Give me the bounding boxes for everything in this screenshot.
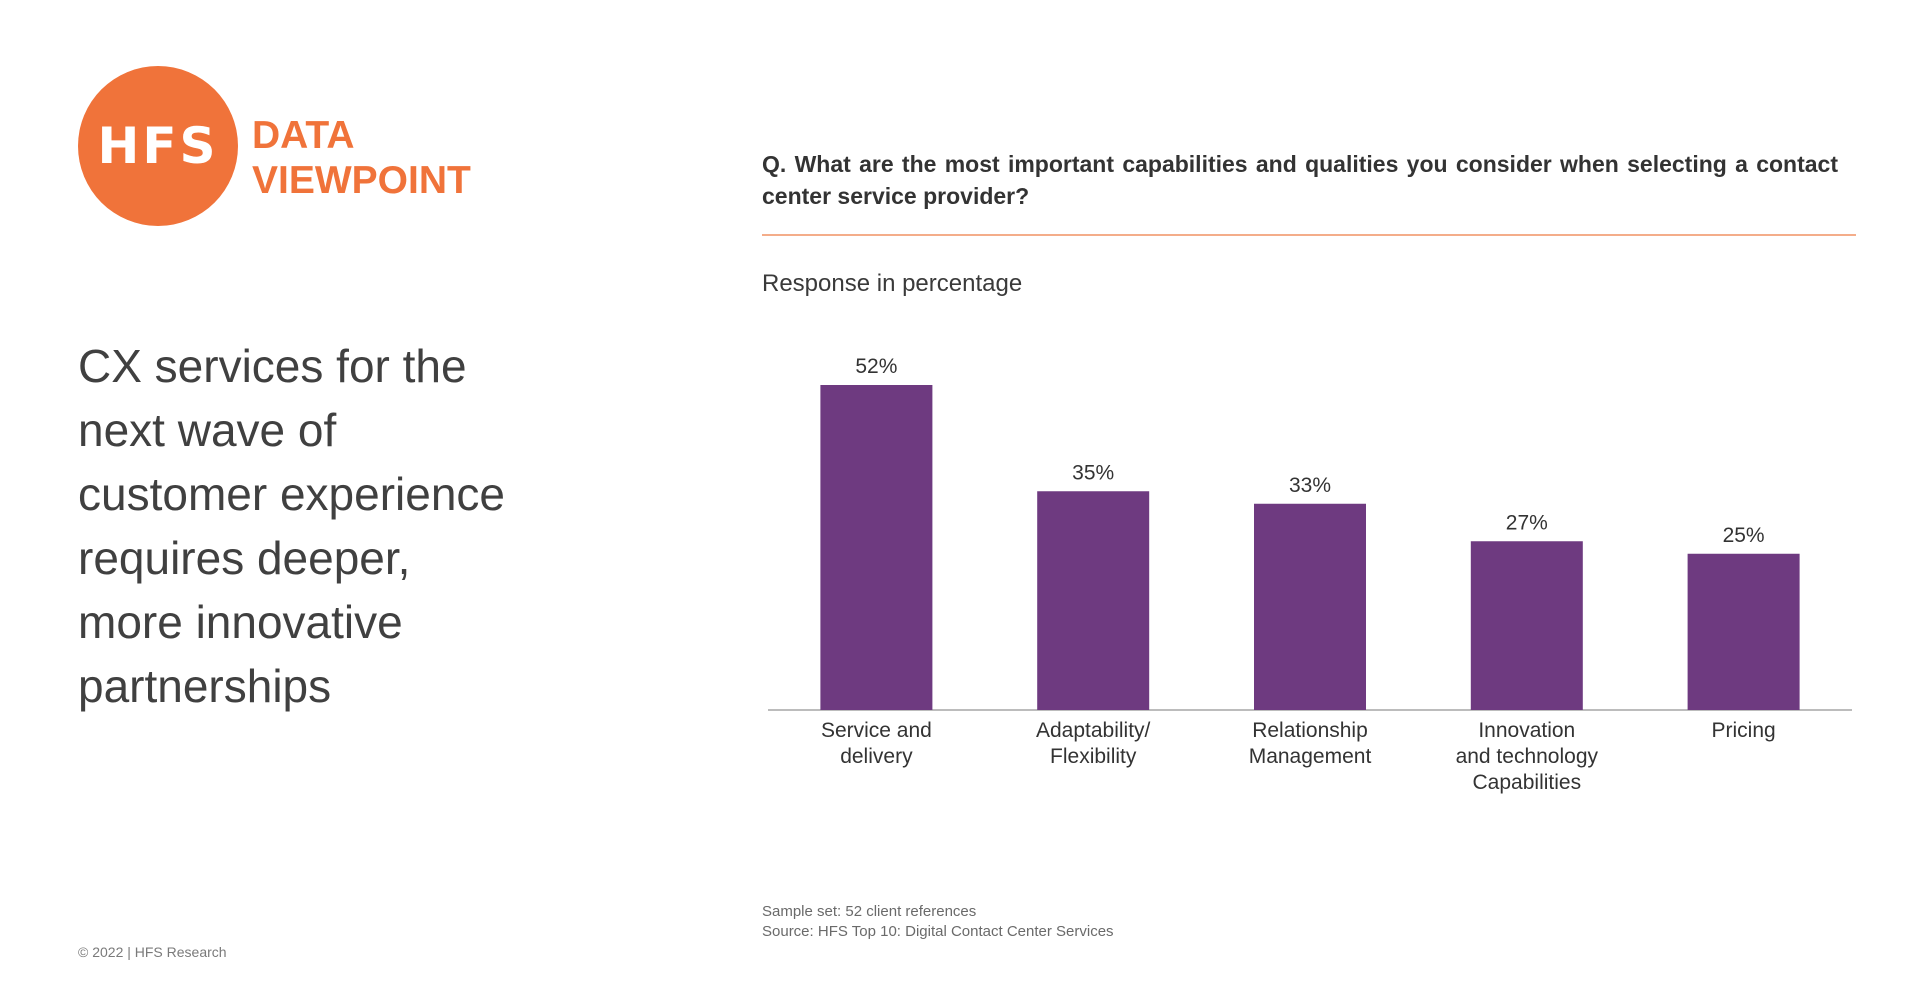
bar — [1470, 541, 1583, 710]
headline-line: partnerships — [78, 660, 332, 712]
headline: CX services for the next wave of custome… — [78, 334, 578, 718]
bar — [820, 385, 933, 710]
category-label: Pricing — [1711, 719, 1775, 742]
category-label: Service and delivery — [821, 719, 932, 768]
data-label: 35% — [1072, 461, 1114, 484]
category-label: Innovation and technology Capabilities — [1456, 719, 1599, 794]
survey-question: Q. What are the most important capabilit… — [762, 151, 1838, 209]
bar-chart: 52% Service and delivery 35% Adaptability/Fl… — [768, 355, 1852, 794]
data-label: 33% — [1289, 474, 1331, 497]
data-label: 52% — [855, 355, 897, 378]
bar — [1687, 553, 1800, 710]
divider — [762, 234, 1856, 236]
logo-mark: HFS — [97, 117, 219, 175]
chart-subtitle: Response in percentage — [762, 270, 1023, 297]
copyright: © 2022 | HFS Research — [78, 944, 227, 960]
data-label: 27% — [1506, 511, 1548, 534]
logo-word-viewpoint: VIEWPOINT — [252, 159, 471, 202]
bar — [1037, 491, 1150, 710]
headline-line: next wave of — [78, 404, 337, 456]
category-label: Relationship Management — [1249, 719, 1372, 768]
hfs-logo: HFS — [78, 66, 238, 226]
headline-line: customer experience — [78, 468, 505, 520]
data-label: 25% — [1723, 524, 1765, 547]
logo-word-data: DATA — [252, 114, 355, 157]
headline-line: more innovative — [78, 596, 403, 648]
bar — [1254, 503, 1366, 710]
headline-line: requires deeper, — [78, 532, 411, 584]
category-label: Adaptability/Flexibility — [1036, 719, 1151, 768]
headline-line: CX services for the — [78, 340, 467, 392]
source-footnote: Source: HFS Top 10: Digital Contact Cent… — [762, 923, 1114, 940]
sample-footnote: Sample set: 52 client references — [762, 903, 977, 920]
